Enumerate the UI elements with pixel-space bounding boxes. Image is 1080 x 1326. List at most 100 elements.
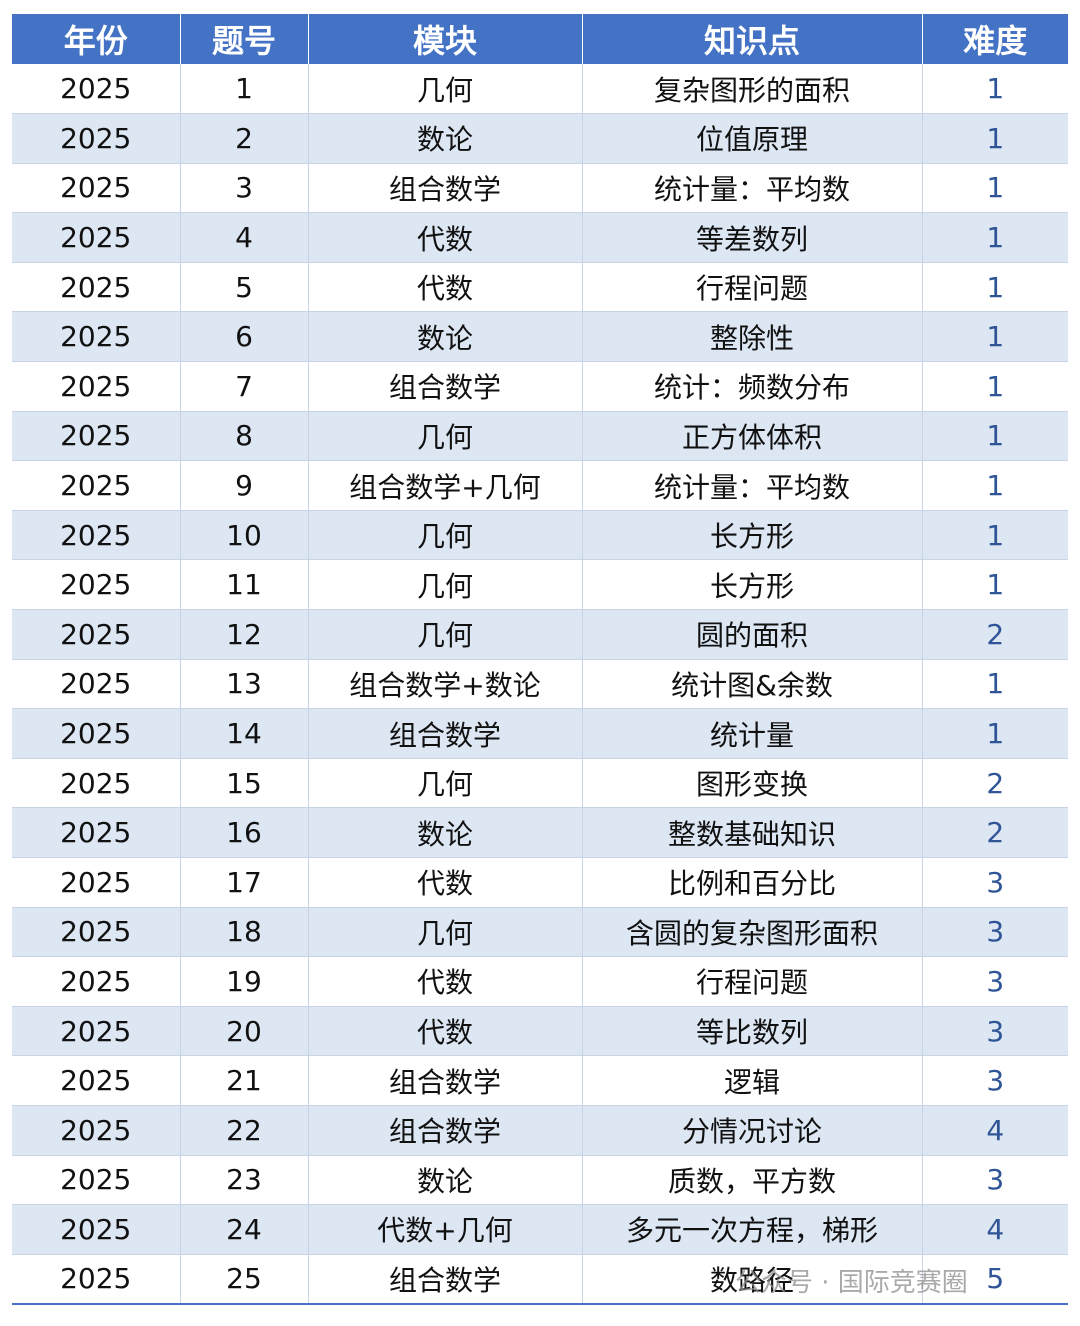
cell-year: 2025 bbox=[12, 411, 181, 462]
cell-topic: 行程问题 bbox=[582, 262, 923, 313]
cell-difficulty: 4 bbox=[922, 1105, 1068, 1156]
cell-year: 2025 bbox=[12, 510, 181, 561]
cell-difficulty: 3 bbox=[922, 1055, 1068, 1106]
table-row: 2025 21 组合数学 逻辑 3 bbox=[12, 1055, 1068, 1106]
cell-number: 10 bbox=[180, 510, 309, 561]
cell-year: 2025 bbox=[12, 113, 181, 164]
cell-topic: 长方形 bbox=[582, 559, 923, 611]
cell-module: 代数 bbox=[308, 212, 583, 263]
cell-number: 3 bbox=[180, 163, 309, 214]
cell-topic: 质数，平方数 bbox=[582, 1155, 923, 1206]
cell-topic: 等比数列 bbox=[582, 1006, 923, 1057]
header-module: 模块 bbox=[308, 14, 583, 64]
cell-year: 2025 bbox=[12, 1105, 181, 1156]
cell-module: 组合数学 bbox=[308, 1105, 583, 1156]
cell-number: 23 bbox=[180, 1155, 309, 1206]
cell-number: 12 bbox=[180, 609, 309, 660]
cell-year: 2025 bbox=[12, 807, 181, 858]
table-row: 2025 8 几何 正方体体积 1 bbox=[12, 411, 1068, 462]
header-difficulty: 难度 bbox=[922, 14, 1068, 64]
cell-module: 数论 bbox=[308, 311, 583, 363]
cell-number: 25 bbox=[180, 1254, 309, 1305]
table-row: 2025 19 代数 行程问题 3 bbox=[12, 956, 1068, 1007]
watermark: 公众号 · 国际竞赛圈 bbox=[735, 1268, 968, 1298]
cell-number: 7 bbox=[180, 361, 309, 412]
cell-year: 2025 bbox=[12, 311, 181, 363]
table-row: 2025 17 代数 比例和百分比 3 bbox=[12, 857, 1068, 908]
cell-module: 代数 bbox=[308, 956, 583, 1007]
cell-topic: 等差数列 bbox=[582, 212, 923, 263]
table-row: 2025 7 组合数学 统计：频数分布 1 bbox=[12, 361, 1068, 412]
cell-year: 2025 bbox=[12, 163, 181, 214]
cell-module: 代数 bbox=[308, 262, 583, 313]
header-number: 题号 bbox=[180, 14, 309, 64]
cell-topic: 统计量：平均数 bbox=[582, 460, 923, 511]
cell-module: 组合数学 bbox=[308, 361, 583, 412]
cell-module: 组合数学 bbox=[308, 708, 583, 759]
cell-number: 17 bbox=[180, 857, 309, 908]
cell-number: 20 bbox=[180, 1006, 309, 1057]
cell-year: 2025 bbox=[12, 659, 181, 710]
cell-number: 14 bbox=[180, 708, 309, 759]
cell-difficulty: 1 bbox=[922, 64, 1068, 115]
cell-number: 15 bbox=[180, 758, 309, 809]
table-row: 2025 2 数论 位值原理 1 bbox=[12, 113, 1068, 164]
cell-topic: 图形变换 bbox=[582, 758, 923, 809]
cell-difficulty: 1 bbox=[922, 659, 1068, 710]
cell-module: 几何 bbox=[308, 411, 583, 462]
cell-module: 组合数学+几何 bbox=[308, 460, 583, 511]
cell-year: 2025 bbox=[12, 559, 181, 611]
cell-module: 几何 bbox=[308, 64, 583, 115]
cell-difficulty: 3 bbox=[922, 956, 1068, 1007]
cell-topic: 复杂图形的面积 bbox=[582, 64, 923, 115]
cell-difficulty: 1 bbox=[922, 559, 1068, 611]
cell-module: 数论 bbox=[308, 113, 583, 164]
cell-number: 1 bbox=[180, 64, 309, 115]
cell-module: 代数 bbox=[308, 857, 583, 908]
table-row: 2025 1 几何 复杂图形的面积 1 bbox=[12, 64, 1068, 115]
table-row: 2025 12 几何 圆的面积 2 bbox=[12, 609, 1068, 660]
cell-number: 21 bbox=[180, 1055, 309, 1106]
cell-module: 几何 bbox=[308, 758, 583, 809]
cell-number: 16 bbox=[180, 807, 309, 858]
cell-module: 几何 bbox=[308, 559, 583, 611]
cell-topic: 数路径 bbox=[582, 1254, 923, 1305]
table-row: 2025 13 组合数学+数论 统计图&余数 1 bbox=[12, 659, 1068, 710]
cell-difficulty: 3 bbox=[922, 1006, 1068, 1057]
cell-year: 2025 bbox=[12, 1155, 181, 1206]
cell-number: 19 bbox=[180, 956, 309, 1007]
cell-number: 24 bbox=[180, 1204, 309, 1255]
cell-topic: 分情况讨论 bbox=[582, 1105, 923, 1156]
cell-difficulty: 1 bbox=[922, 708, 1068, 759]
cell-difficulty: 5 bbox=[922, 1254, 1068, 1305]
cell-year: 2025 bbox=[12, 956, 181, 1007]
cell-module: 几何 bbox=[308, 510, 583, 561]
cell-topic: 统计图&余数 bbox=[582, 659, 923, 710]
cell-difficulty: 1 bbox=[922, 163, 1068, 214]
cell-difficulty: 2 bbox=[922, 609, 1068, 660]
cell-difficulty: 4 bbox=[922, 1204, 1068, 1255]
cell-difficulty: 3 bbox=[922, 907, 1068, 958]
table-row: 2025 15 几何 图形变换 2 bbox=[12, 758, 1068, 809]
table-row: 2025 23 数论 质数，平方数 3 bbox=[12, 1155, 1068, 1206]
cell-difficulty: 1 bbox=[922, 262, 1068, 313]
table-row: 2025 6 数论 整除性 1 bbox=[12, 311, 1068, 363]
table-row: 2025 3 组合数学 统计量：平均数 1 bbox=[12, 163, 1068, 214]
table-row: 2025 18 几何 含圆的复杂图形面积 3 bbox=[12, 907, 1068, 958]
cell-year: 2025 bbox=[12, 907, 181, 958]
question-table: 年份 题号 模块 知识点 难度 2025 1 几何 复杂图形的面积 1 2025 2 数论 位值… bbox=[12, 14, 1068, 1305]
cell-module: 组合数学 bbox=[308, 1055, 583, 1106]
cell-module: 数论 bbox=[308, 807, 583, 858]
cell-topic: 统计量 bbox=[582, 708, 923, 759]
table-row: 2025 22 组合数学 分情况讨论 4 bbox=[12, 1105, 1068, 1156]
cell-difficulty: 1 bbox=[922, 212, 1068, 263]
cell-difficulty: 1 bbox=[922, 361, 1068, 412]
cell-number: 9 bbox=[180, 460, 309, 511]
cell-module: 组合数学+数论 bbox=[308, 659, 583, 710]
cell-number: 2 bbox=[180, 113, 309, 164]
table-row: 2025 14 组合数学 统计量 1 bbox=[12, 708, 1068, 759]
cell-topic: 圆的面积 bbox=[582, 609, 923, 660]
cell-topic: 行程问题 bbox=[582, 956, 923, 1007]
cell-year: 2025 bbox=[12, 708, 181, 759]
header-year: 年份 bbox=[12, 14, 181, 64]
